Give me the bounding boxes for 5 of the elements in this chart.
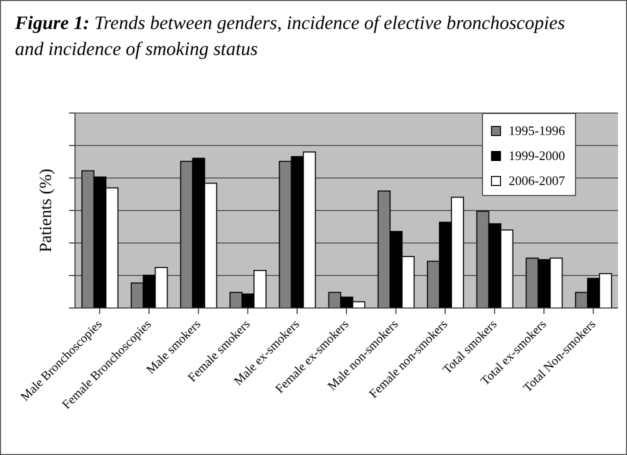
chart-title: Figure 1: Trends between genders, incidence of elective bronchoscopies and incidence of smoking status: [14, 12, 566, 62]
legend-label: 1999-2000: [508, 148, 565, 164]
y-axis-title: Patients (%): [36, 168, 56, 252]
legend-label: 2006-2007: [508, 172, 565, 188]
legend-label: 1995-1996: [508, 122, 565, 138]
